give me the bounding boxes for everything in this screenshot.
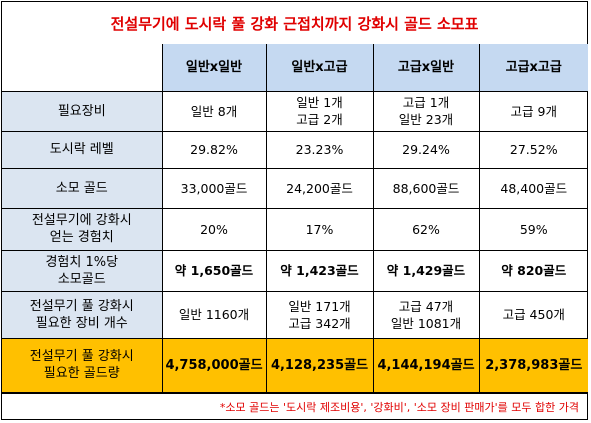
cell: 고급 9개 (478, 90, 588, 132)
header-row: 일반x일반 일반x고급 고급x일반 고급x고급 (2, 44, 588, 92)
total-cell: 4,758,000골드 (161, 337, 267, 393)
total-cell: 4,128,235골드 (265, 337, 374, 393)
cell: 일반 8개 (161, 90, 267, 132)
row-label: 도시락 레벨 (2, 130, 163, 169)
row-label: 소모 골드 (2, 167, 163, 209)
cell: 88,600골드 (372, 167, 480, 209)
row-label: 전설무기 풀 강화시 필요한 골드량 (2, 337, 163, 393)
cell: 23.23% (265, 130, 374, 169)
row-label: 필요장비 (2, 90, 163, 132)
row-label: 경험치 1%당 소모골드 (2, 249, 163, 292)
cell: 일반 1개 고급 2개 (265, 90, 374, 132)
gold-cost-table: 일반x일반 일반x고급 고급x일반 고급x고급 필요장비 일반 8개 일반 1개… (2, 44, 588, 393)
column-header-normal-advanced: 일반x고급 (265, 44, 374, 92)
cell: 29.24% (372, 130, 480, 169)
cell: 약 1,650골드 (161, 249, 267, 292)
cell: 48,400골드 (478, 167, 588, 209)
row-equipment-count: 전설무기 풀 강화시 필요한 장비 개수 일반 1160개 일반 171개 고급… (2, 290, 588, 339)
cell: 고급 450개 (478, 290, 588, 339)
cell: 일반 171개 고급 342개 (265, 290, 374, 339)
row-required-equipment: 필요장비 일반 8개 일반 1개 고급 2개 고급 1개 일반 23개 고급 9… (2, 90, 588, 132)
cell: 20% (161, 207, 267, 251)
row-exp-gained: 전설무기에 강화시 얻는 경험치 20% 17% 62% 59% (2, 207, 588, 251)
cell: 33,000골드 (161, 167, 267, 209)
column-header-advanced-normal: 고급x일반 (372, 44, 480, 92)
total-cell: 4,144,194골드 (372, 337, 480, 393)
column-header-advanced-advanced: 고급x고급 (478, 44, 588, 92)
cell: 고급 47개 일반 1081개 (372, 290, 480, 339)
row-label: 전설무기 풀 강화시 필요한 장비 개수 (2, 290, 163, 339)
footnote: *소모 골드는 '도시락 제조비용', '강화비', '소모 장비 판매가'를 … (2, 393, 587, 420)
cell: 17% (265, 207, 374, 251)
cell: 62% (372, 207, 480, 251)
row-gold-cost: 소모 골드 33,000골드 24,200골드 88,600골드 48,400골… (2, 167, 588, 209)
cell: 59% (478, 207, 588, 251)
total-cell: 2,378,983골드 (478, 337, 588, 393)
cell: 약 1,423골드 (265, 249, 374, 292)
corner-cell (2, 44, 163, 92)
cell: 일반 1160개 (161, 290, 267, 339)
cell: 약 1,429골드 (372, 249, 480, 292)
column-header-normal-normal: 일반x일반 (161, 44, 267, 92)
row-label: 전설무기에 강화시 얻는 경험치 (2, 207, 163, 251)
row-gold-per-exp: 경험치 1%당 소모골드 약 1,650골드 약 1,423골드 약 1,429… (2, 249, 588, 292)
row-total-gold: 전설무기 풀 강화시 필요한 골드량 4,758,000골드 4,128,235… (2, 337, 588, 393)
cell: 27.52% (478, 130, 588, 169)
cell: 29.82% (161, 130, 267, 169)
sheet-title: 전설무기에 도시락 풀 강화 근접치까지 강화시 골드 소모표 (2, 2, 587, 45)
row-lunchbox-level: 도시락 레벨 29.82% 23.23% 29.24% 27.52% (2, 130, 588, 169)
cell: 약 820골드 (478, 249, 588, 292)
cell: 고급 1개 일반 23개 (372, 90, 480, 132)
cell: 24,200골드 (265, 167, 374, 209)
